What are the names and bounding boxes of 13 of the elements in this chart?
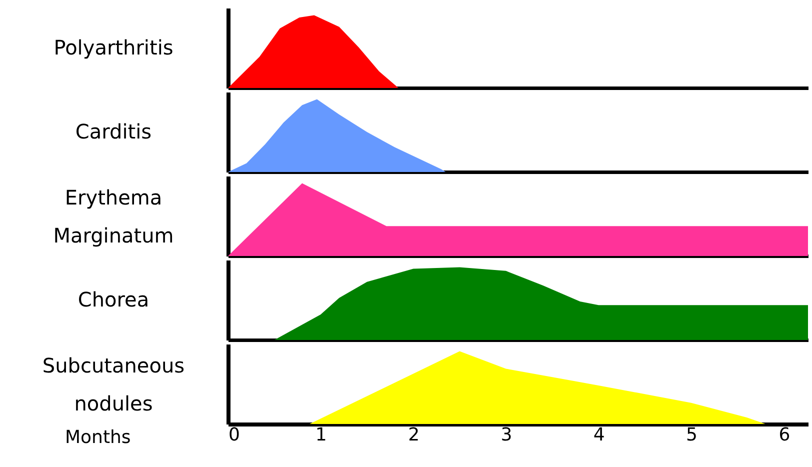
x-tick-label: 6 [778, 424, 790, 446]
x-tick-label: 5 [686, 424, 698, 446]
y-axis-title: Carditis [75, 120, 152, 144]
x-tick-label: 0 [228, 424, 240, 446]
x-tick-label: 4 [593, 424, 605, 446]
y-axis-title: Subcutaneous nodules [42, 354, 185, 416]
y-axis-title: Chorea [78, 288, 150, 312]
x-tick-label: 2 [408, 424, 420, 446]
y-axis-title: Polyarthritis [54, 36, 174, 60]
text: Months [65, 427, 131, 448]
x-tick-label: 3 [500, 424, 512, 446]
x-tick-label: 1 [315, 424, 327, 446]
y-axis-title: Erythema Marginatum [53, 186, 174, 248]
